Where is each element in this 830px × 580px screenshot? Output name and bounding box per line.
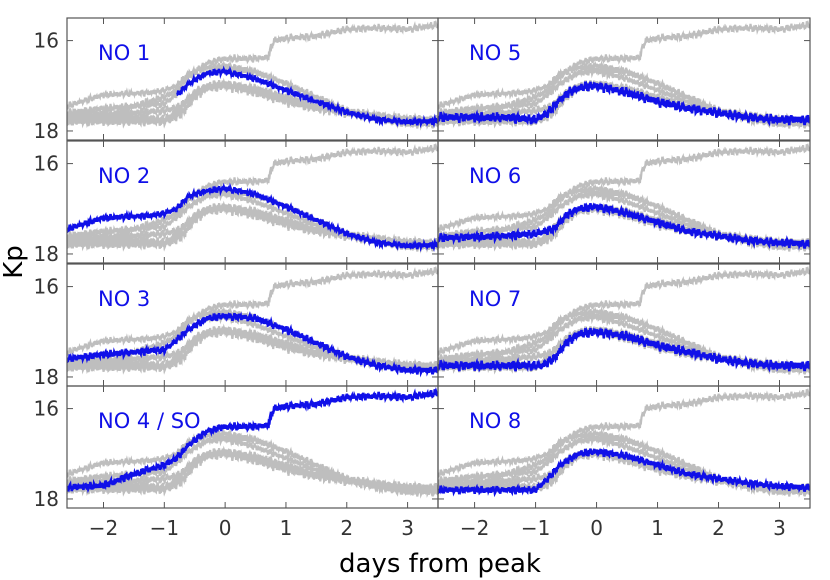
x-tick-label: 0: [219, 516, 232, 540]
x-tick-label: 1: [651, 516, 664, 540]
panel-3-curves: [67, 142, 438, 254]
x-tick-label: 3: [401, 516, 414, 540]
panel-8-highlight-curve: [438, 447, 810, 498]
panel-1-background-curve: [67, 19, 438, 125]
panel-8-curves: [438, 387, 810, 498]
panel-label: NO 3: [98, 287, 150, 311]
y-tick-label: 18: [34, 365, 59, 389]
panel-8-background-curve: [438, 387, 810, 493]
panel-4-curves: [438, 142, 810, 253]
panel-3-background-curve: [67, 142, 438, 248]
y-tick-label: 18: [34, 119, 59, 143]
x-tick-label: −1: [150, 516, 179, 540]
labels-layer: 16 18 NO 1 NO 5 16 18 NO 2 NO 6 16 18 NO 3 NO 7 16 18…: [34, 29, 786, 540]
panel-4-frame: [437, 140, 811, 264]
panel-1-curves: [67, 19, 438, 131]
panel-label: NO 8: [469, 409, 521, 433]
panel-2-curves: [438, 19, 810, 130]
panel-7-background-curve: [67, 445, 438, 497]
panel-label: NO 4 / SO: [98, 409, 201, 433]
y-tick-label: 16: [34, 397, 59, 421]
panel-5-background-curve: [67, 323, 438, 375]
panel-2-highlight-curve: [438, 80, 810, 127]
y-tick-label: 18: [34, 242, 59, 266]
ticks-layer: [67, 18, 810, 508]
x-tick-label: 3: [773, 516, 786, 540]
x-tick-label: 0: [590, 516, 603, 540]
panel-label: NO 7: [469, 287, 521, 311]
panel-7-highlight-curve: [67, 386, 438, 494]
panel-6-curves: [438, 265, 810, 376]
panel-1-highlight-curve: [176, 65, 438, 129]
panel-8-frame: [437, 385, 811, 509]
x-tick-label: −2: [89, 516, 118, 540]
x-tick-label: −1: [521, 516, 550, 540]
panel-label: NO 6: [469, 164, 521, 188]
panel-label: NO 1: [98, 41, 150, 65]
y-axis-title: Kp: [0, 245, 29, 279]
frame-layer: [66, 17, 811, 509]
y-tick-label: 16: [34, 152, 59, 176]
panel-4-highlight-curve: [438, 202, 810, 251]
x-tick-label: 1: [280, 516, 293, 540]
y-tick-label: 18: [34, 487, 59, 511]
panel-2-frame: [437, 17, 811, 141]
curves-layer: [67, 19, 810, 499]
panel-7-curves: [67, 386, 438, 499]
panel-3-background-curve: [67, 200, 438, 252]
x-axis-title: days from peak: [339, 549, 541, 579]
panel-2-background-curve: [438, 19, 810, 125]
panel-label: NO 2: [98, 164, 150, 188]
y-tick-label: 16: [34, 275, 59, 299]
x-tick-label: 2: [712, 516, 725, 540]
panel-6-background-curve: [438, 265, 810, 371]
panel-5-highlight-curve: [67, 311, 438, 378]
x-tick-label: 2: [340, 516, 353, 540]
panel-3-highlight-curve: [67, 182, 438, 253]
x-tick-label: −2: [460, 516, 489, 540]
panel-6-highlight-curve: [438, 326, 810, 373]
y-tick-label: 16: [34, 29, 59, 53]
panel-4-background-curve: [438, 142, 810, 248]
panel-1-background-curve: [67, 77, 438, 129]
panel-label: NO 5: [469, 41, 521, 65]
panel-5-curves: [67, 265, 438, 378]
